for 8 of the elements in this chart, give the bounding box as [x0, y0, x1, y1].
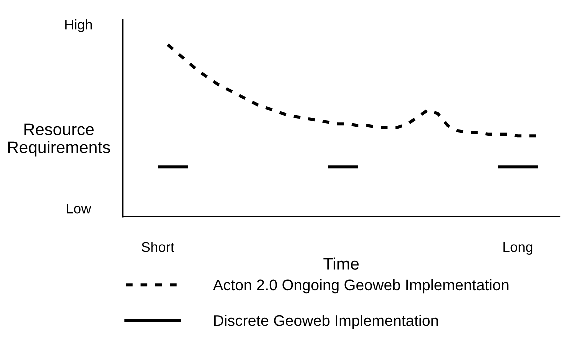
text: Low	[67, 204, 92, 214]
x-tick-label: Long	[504, 242, 533, 255]
legend-label: Acton 2.0 Ongoing Geoweb Implementation	[213, 279, 509, 294]
x-tick-label: Short	[142, 242, 174, 252]
legend-label: Discrete Geoweb Implementation	[214, 315, 438, 330]
text: High	[66, 20, 92, 32]
x-axis-title: Time	[324, 258, 359, 270]
y-axis-title: Resource Requirements	[8, 124, 110, 157]
